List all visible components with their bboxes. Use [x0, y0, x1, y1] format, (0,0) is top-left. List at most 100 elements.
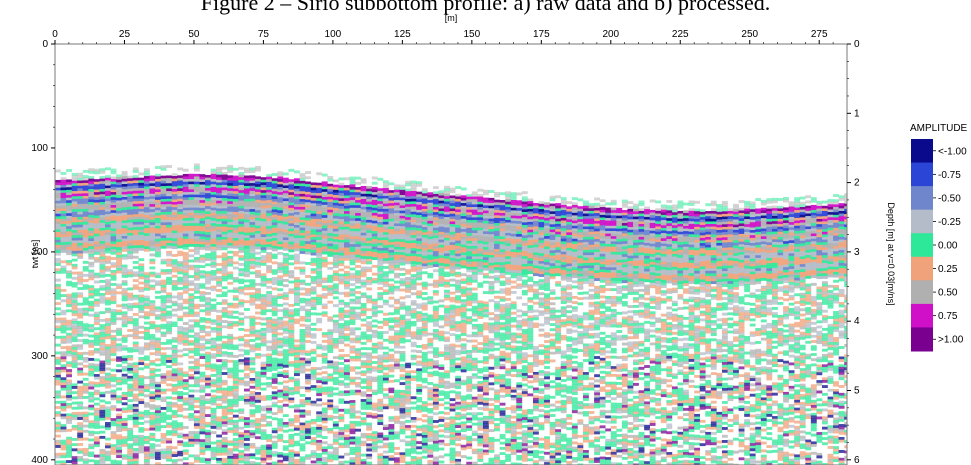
heatmap-cell — [188, 412, 195, 416]
heatmap-cell — [171, 181, 178, 185]
heatmap-cell — [243, 196, 250, 200]
heatmap-cell — [344, 242, 350, 246]
heatmap-cell — [171, 233, 178, 237]
heatmap-cell — [305, 298, 311, 302]
heatmap-cell — [88, 285, 95, 289]
heatmap-cell — [127, 404, 134, 408]
heatmap-cell — [193, 163, 200, 167]
heatmap-cell — [199, 241, 206, 245]
heatmap-cell — [321, 313, 328, 317]
heatmap-cell — [282, 258, 289, 262]
heatmap-cell — [105, 188, 111, 192]
heatmap-cell — [238, 299, 245, 303]
heatmap-cell — [110, 433, 117, 437]
heatmap-cell — [316, 343, 323, 347]
heatmap-cell — [105, 266, 111, 270]
heatmap-cell — [143, 222, 150, 226]
heatmap-cell — [121, 189, 128, 193]
heatmap-cell — [82, 429, 89, 433]
heatmap-cell — [321, 235, 328, 239]
heatmap-cell — [299, 199, 306, 202]
heatmap-cell — [377, 222, 384, 225]
heatmap-cell — [332, 192, 339, 196]
heatmap-cell — [116, 190, 122, 193]
heatmap-cell — [177, 427, 184, 431]
heatmap-cell — [271, 209, 278, 213]
heatmap-cell — [338, 200, 345, 204]
heatmap-cell — [377, 320, 384, 324]
heatmap-cell — [349, 436, 356, 440]
heatmap-cell — [338, 239, 345, 243]
heatmap-cell — [143, 215, 150, 218]
heatmap-cell — [132, 183, 139, 186]
heatmap-cell — [60, 429, 67, 433]
heatmap-cell — [132, 232, 139, 236]
heatmap-cell — [105, 234, 111, 238]
heatmap-cell — [288, 363, 295, 367]
heatmap-cell — [193, 285, 200, 289]
heatmap-cell — [271, 191, 278, 195]
heatmap-cell — [327, 235, 334, 239]
heatmap-cell — [143, 357, 150, 361]
heatmap-cell — [205, 206, 211, 210]
heatmap-cell — [149, 334, 156, 337]
heatmap-cell — [360, 362, 367, 366]
heatmap-cell — [221, 460, 228, 464]
heatmap-cell — [243, 250, 250, 254]
heatmap-cell — [355, 355, 361, 359]
heatmap-cell — [293, 196, 300, 200]
heatmap-cell — [338, 260, 345, 264]
heatmap-cell — [82, 221, 89, 225]
heatmap-cell — [110, 373, 117, 377]
heatmap-cell — [249, 419, 256, 423]
heatmap-cell — [277, 207, 284, 211]
heatmap-cell — [132, 416, 139, 420]
heatmap-cell — [188, 399, 195, 403]
heatmap-cell — [160, 456, 167, 460]
heatmap-cell — [271, 435, 278, 439]
heatmap-cell — [205, 273, 211, 277]
heatmap-cell — [160, 201, 167, 205]
heatmap-cell — [155, 225, 161, 229]
heatmap-cell — [321, 285, 328, 289]
heatmap-cell — [327, 363, 334, 366]
heatmap-cell — [344, 250, 350, 254]
heatmap-cell — [382, 338, 389, 342]
heatmap-cell — [110, 298, 117, 302]
heatmap-cell — [332, 457, 339, 461]
heatmap-cell — [160, 193, 167, 197]
heatmap-cell — [55, 185, 61, 189]
heatmap-cell — [149, 201, 156, 205]
heatmap-cell — [60, 242, 67, 246]
heatmap-cell — [71, 271, 78, 275]
heatmap-cell — [105, 203, 111, 207]
heatmap-cell — [55, 393, 61, 396]
heatmap-cell — [338, 390, 345, 394]
heatmap-cell — [377, 209, 384, 212]
heatmap-cell — [260, 281, 267, 285]
heatmap-cell — [243, 339, 250, 343]
heatmap-cell — [155, 189, 161, 193]
heatmap-cell — [210, 225, 217, 229]
heatmap-cell — [149, 284, 156, 288]
heatmap-cell — [349, 392, 356, 396]
heatmap-cell — [266, 179, 273, 183]
heatmap-cell — [82, 458, 89, 462]
heatmap-cell — [338, 375, 345, 378]
heatmap-cell — [160, 357, 167, 361]
heatmap-cell — [110, 186, 117, 190]
heatmap-cell — [271, 245, 278, 249]
heatmap-cell — [266, 181, 273, 185]
heatmap-cell — [55, 460, 61, 464]
heatmap-cell — [210, 272, 217, 276]
heatmap-cell — [221, 351, 228, 355]
heatmap-cell — [71, 328, 78, 332]
heatmap-cell — [121, 287, 128, 291]
heatmap-cell — [344, 452, 350, 456]
heatmap-cell — [171, 357, 178, 361]
heatmap-cell — [110, 257, 117, 260]
heatmap-cell — [232, 199, 239, 202]
heatmap-cell — [277, 322, 284, 325]
heatmap-cell — [55, 187, 61, 191]
heatmap-cell — [321, 436, 328, 439]
